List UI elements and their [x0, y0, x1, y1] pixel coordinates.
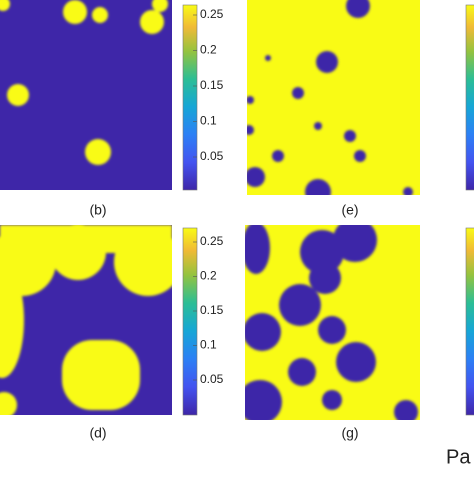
footer-text: Pa: [446, 446, 471, 468]
colorbar-tick-label: 0.1: [200, 114, 217, 128]
panel-label: (e): [341, 202, 358, 218]
colorbar-tick-label: 0.15: [200, 303, 224, 317]
panel-image: [245, 225, 420, 420]
colorbar-tick-label: 0.25: [200, 234, 224, 248]
panel-label: (d): [89, 425, 106, 441]
colorbar: [182, 227, 198, 416]
colorbar: [465, 227, 474, 416]
colorbar: [182, 4, 198, 191]
colorbar-tick-label: 0.25: [200, 7, 224, 21]
colorbar-tick-label: 0.1: [200, 338, 217, 352]
panel-label: (g): [341, 425, 358, 441]
panel-image: [0, 225, 172, 415]
panel-image: [0, 0, 172, 190]
panel-label: (b): [89, 202, 106, 218]
panel-image: [247, 0, 420, 195]
colorbar-tick-label: 0.2: [200, 43, 217, 57]
colorbar-tick-label: 0.2: [200, 269, 217, 283]
colorbar-tick-label: 0.05: [200, 149, 224, 163]
colorbar-tick-label: 0.15: [200, 78, 224, 92]
colorbar: [465, 4, 474, 191]
colorbar-tick-label: 0.05: [200, 372, 224, 386]
